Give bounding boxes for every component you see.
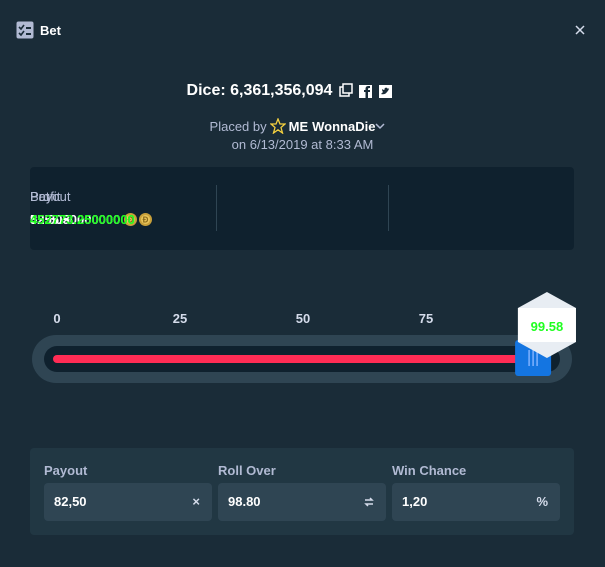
game-title: Dice: 6,361,356,094 [186,82,333,99]
coin-icon: Đ [138,213,152,226]
slider-tick-label: 75 [419,311,433,326]
slider-tick-label: 50 [296,311,310,326]
stat-label: Payout [30,189,71,204]
input-group: Win Chance 1,20% [392,448,560,535]
placed-by-row: Placed by ME WonnaDie [0,118,600,134]
swap-icon[interactable] [364,497,374,507]
bet-date: on 6/13/2019 at 8:33 AM [231,137,374,152]
result-cube-face [517,308,576,342]
chevron [375,123,385,130]
input-group: Payout 82,50 × [44,448,212,535]
star-icon [269,118,286,134]
stat-row: 452773.25000000 Đ [30,212,574,227]
input-suffix: × [192,494,200,509]
input-label: Win Chance [392,463,467,478]
input-value: 98.80 [228,494,261,509]
slider-tick-label: 0 [53,311,60,326]
input-field[interactable]: 98.80 [218,483,386,521]
stat-value: 452773.25000000 [30,212,135,227]
coin-icon: Đ [124,213,138,226]
input-label: Roll Over [218,463,276,478]
input-suffix: % [536,494,548,509]
input-label: Payout [44,463,88,478]
input-field[interactable]: 82,50 × [44,483,212,521]
share-icons[interactable] [338,83,398,99]
bet-icon [16,21,34,39]
slider-fill [53,355,534,363]
svg-text:Đ: Đ [128,216,134,225]
game-title-row: Dice: 6,361,356,094 [0,81,605,101]
stat-value: 5555.50000000 [30,212,121,227]
stat-value: 82.50× [30,212,71,227]
svg-text:Đ: Đ [142,216,148,225]
input-group: Roll Over 98.80 [218,448,386,535]
stats-box: Bet 5555.50000000 Đ Payout 82.50× Profit 45277… [30,167,574,250]
result-value: 99.58 [531,319,564,334]
input-value: 82,50 [54,494,87,509]
input-box: Payout 82,50 × Roll Over 98.80 Win Chance 1,20… [30,448,574,535]
stat-row: 82.50× [30,212,574,227]
input-field[interactable]: 1,20% [392,483,560,521]
close-button[interactable] [575,25,585,35]
stat-label: Bet [30,189,50,204]
slider-tick-label: 25 [173,311,187,326]
stat-row: 5555.50000000 Đ [30,212,574,227]
placed-by-label: Placed by [209,118,267,134]
modal-title: Bet [40,23,61,38]
user-name[interactable]: WonnaDie [312,118,376,134]
input-value: 1,20 [402,494,428,509]
stat-label: Profit [30,189,61,204]
user-badge: ME [288,118,309,134]
slider: 0 25 50 75 99.58 [32,292,576,383]
